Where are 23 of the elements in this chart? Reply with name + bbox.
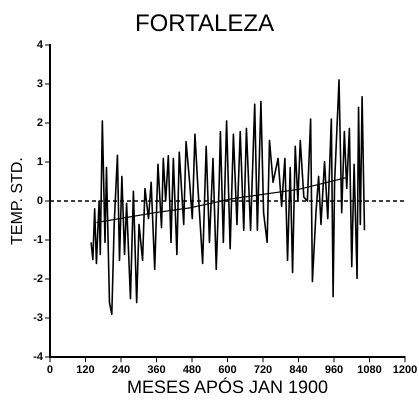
x-tick-label: 840 <box>289 364 308 376</box>
y-tick-label: -3 <box>33 312 43 324</box>
x-tick-label: 720 <box>254 364 272 376</box>
x-tick-label: 360 <box>147 364 166 376</box>
x-tick-label: 0 <box>46 364 54 376</box>
y-tick-label: 4 <box>36 38 44 51</box>
y-tick-label: -4 <box>33 351 44 364</box>
x-tick-label: 240 <box>112 364 130 376</box>
x-tick-label: 120 <box>76 364 95 376</box>
x-axis-title: MESES APÓS JAN 1900 <box>126 377 328 398</box>
x-tick-label: 600 <box>218 364 237 376</box>
x-tick-label: 480 <box>182 364 202 376</box>
x-tick-label: 1080 <box>357 364 382 376</box>
y-tick-label: 0 <box>36 195 43 208</box>
y-tick-label: 1 <box>36 156 43 168</box>
y-axis-title: TEMP. STD. <box>9 157 26 245</box>
y-tick-label: 2 <box>36 116 43 129</box>
y-tick-label: -2 <box>33 273 43 286</box>
x-tick-label: 1200 <box>392 364 418 376</box>
y-tick-label: 3 <box>36 78 43 90</box>
y-tick-label: -1 <box>33 234 43 246</box>
x-tick-label: 960 <box>324 364 344 376</box>
chart-title: FORTALEZA <box>134 10 274 38</box>
